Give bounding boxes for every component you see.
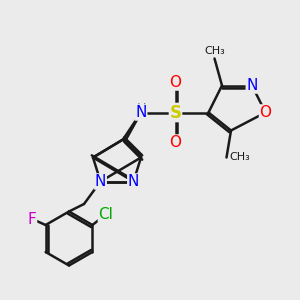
Text: N: N bbox=[95, 174, 106, 189]
Text: O: O bbox=[169, 75, 181, 90]
Text: N: N bbox=[135, 105, 147, 120]
Text: Cl: Cl bbox=[98, 207, 113, 222]
Text: CH₃: CH₃ bbox=[230, 152, 250, 163]
Text: H: H bbox=[136, 101, 146, 115]
Text: F: F bbox=[28, 212, 37, 226]
Text: O: O bbox=[169, 135, 181, 150]
Text: N: N bbox=[128, 174, 139, 189]
Text: N: N bbox=[246, 78, 258, 93]
Text: CH₃: CH₃ bbox=[204, 46, 225, 56]
Text: S: S bbox=[169, 103, 181, 122]
Text: O: O bbox=[260, 105, 272, 120]
